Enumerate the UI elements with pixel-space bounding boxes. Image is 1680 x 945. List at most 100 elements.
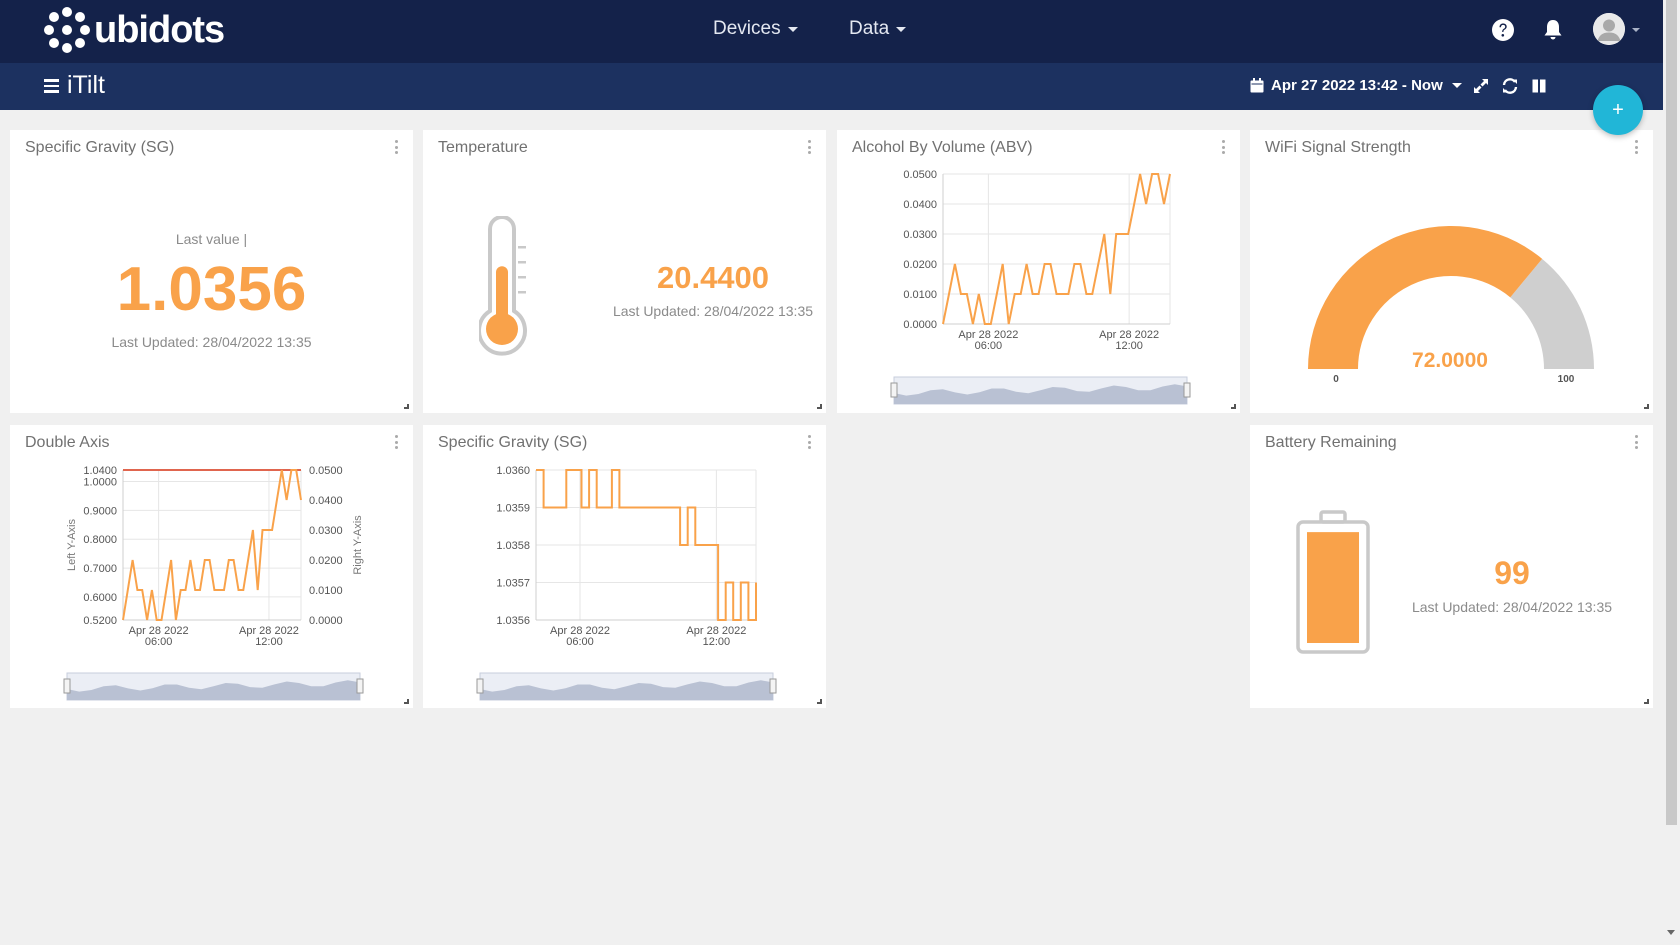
date-range-picker[interactable]: Apr 27 2022 13:42 - Now: [1250, 77, 1462, 94]
y-tick-label: 0.0300: [903, 229, 937, 241]
last-updated-text: Last Updated: 28/04/2022 13:35: [612, 303, 814, 319]
y-tick-label: 0.5200: [83, 615, 117, 627]
navigator-series: [894, 384, 1187, 404]
abv-line-chart[interactable]: 0.0500 0.0400 0.0300 0.0200 0.0100 0.0000 Apr …: [837, 130, 1240, 413]
chevron-down-icon: [896, 26, 907, 32]
widget-menu-icon[interactable]: [1222, 140, 1226, 156]
y-tick-label: 0.7000: [83, 563, 117, 575]
bell-icon[interactable]: [1540, 17, 1566, 43]
y-tick-label: 1.0358: [496, 540, 530, 552]
dashboard-title[interactable]: iTilt: [67, 71, 105, 99]
gauge-value: 72.0000: [1412, 349, 1488, 372]
user-icon: [1593, 13, 1625, 45]
add-widget-button[interactable]: +: [1593, 85, 1643, 135]
navigator-right-handle: [1183, 382, 1191, 398]
wifi-gauge: 72.0000 0 100: [1308, 226, 1594, 385]
user-avatar[interactable]: [1593, 13, 1625, 45]
widget-menu-icon[interactable]: [808, 435, 812, 451]
ubidots-logo[interactable]: ubidots: [44, 7, 225, 53]
nav-data[interactable]: Data: [849, 18, 907, 40]
user-menu-chevron-icon[interactable]: [1632, 28, 1640, 32]
widget-battery: Battery Remaining 99 Last Updated: 28/04…: [1250, 425, 1653, 708]
widget-double-axis: Double Axis 1.0400 1.0000 0.9000 0.8000 0.70…: [10, 425, 413, 708]
menu-icon[interactable]: [44, 79, 59, 93]
last-updated-text: Last Updated: 28/04/2022 13:35: [1411, 599, 1613, 615]
y-tick-label: 0.6000: [83, 592, 117, 604]
y-tick-label: 0.8000: [83, 534, 117, 546]
navigator-right-handle: [356, 678, 364, 694]
y2-axis-title: Right Y-Axis: [352, 515, 364, 575]
y-axis-title: Left Y-Axis: [66, 519, 78, 571]
y-tick-label: 0.0100: [903, 289, 937, 301]
help-icon[interactable]: [1490, 17, 1516, 43]
widget-title: WiFi Signal Strength: [1265, 139, 1411, 156]
gauge-min-label: 0: [1333, 374, 1339, 385]
dashboard-toolbar: iTilt Apr 27 2022 13:42 - Now: [0, 63, 1663, 110]
nav-devices-label: Devices: [713, 18, 781, 39]
chevron-down-icon: [787, 26, 798, 32]
x-tick-label: Apr 28 2022: [958, 329, 1018, 341]
gauge-remaining-arc: [1510, 258, 1594, 369]
widget-menu-icon[interactable]: [1635, 140, 1639, 156]
nav-devices[interactable]: Devices: [713, 18, 798, 40]
widget-menu-icon[interactable]: [395, 435, 399, 451]
chevron-down-icon: [1451, 83, 1462, 88]
resize-handle[interactable]: [404, 699, 409, 704]
y2-tick-label: 0.0200: [309, 555, 343, 567]
x-tick-label: Apr 28 2022: [1099, 329, 1159, 341]
resize-handle[interactable]: [1644, 699, 1649, 704]
battery-value: 99: [1494, 555, 1530, 591]
series-line: [942, 173, 1171, 325]
brand-name: ubidots: [94, 9, 225, 51]
columns-icon[interactable]: [1530, 77, 1548, 95]
x-tick-label: Apr 28 2022: [686, 625, 746, 637]
navigator-left-handle: [63, 678, 71, 694]
y-tick-label: 1.0356: [496, 615, 530, 627]
resize-handle[interactable]: [1231, 404, 1236, 409]
widget-menu-icon[interactable]: [395, 140, 399, 156]
series-line: [536, 469, 757, 621]
calendar-icon: [1250, 78, 1264, 93]
date-range-label: Apr 27 2022 13:42 - Now: [1271, 77, 1443, 94]
resize-handle[interactable]: [817, 699, 822, 704]
x-tick-label: 06:00: [975, 340, 1003, 352]
y-tick-label: 1.0357: [496, 578, 530, 590]
y-tick-label: 0.0500: [903, 169, 937, 181]
x-tick-label: 12:00: [255, 636, 283, 648]
widget-temperature: Temperature 20.4400 Last Updated: 28/04/…: [423, 130, 826, 413]
expand-icon[interactable]: [1472, 77, 1490, 95]
x-tick-label: Apr 28 2022: [129, 625, 189, 637]
sg-step-chart[interactable]: 1.0360 1.0359 1.0358 1.0357 1.0356 Apr 28 202…: [423, 425, 826, 708]
x-tick-label: 12:00: [1115, 340, 1143, 352]
y-tick-label: 1.0000: [83, 477, 117, 489]
widget-wifi-signal: WiFi Signal Strength 72.0000 0 100: [1250, 130, 1653, 413]
battery-fill: [1307, 532, 1359, 643]
y-tick-label: 0.0200: [903, 259, 937, 271]
resize-handle[interactable]: [817, 404, 822, 409]
y2-tick-label: 0.0000: [309, 615, 343, 627]
widget-menu-icon[interactable]: [1635, 435, 1639, 451]
widget-title: Specific Gravity (SG): [25, 139, 175, 156]
x-tick-label: 12:00: [703, 636, 731, 648]
scrollbar-thumb[interactable]: [1666, 0, 1677, 825]
navigator-left-handle: [890, 382, 898, 398]
widget-abv-chart: Alcohol By Volume (ABV) 0.0500 0.0400 0.03…: [837, 130, 1240, 413]
y-tick-label: 0.0000: [903, 319, 937, 331]
widget-title: Alcohol By Volume (ABV): [852, 139, 1033, 156]
widget-title: Double Axis: [25, 434, 110, 451]
scroll-down-icon[interactable]: [1667, 930, 1675, 935]
nav-data-label: Data: [849, 18, 890, 39]
refresh-icon[interactable]: [1501, 77, 1519, 95]
x-tick-label: 06:00: [145, 636, 173, 648]
gauge-value-arc: [1308, 226, 1543, 369]
y2-tick-label: 0.0300: [309, 525, 343, 537]
gauge-max-label: 100: [1558, 374, 1575, 385]
widget-title: Specific Gravity (SG): [438, 434, 588, 451]
widget-menu-icon[interactable]: [808, 140, 812, 156]
x-tick-label: Apr 28 2022: [239, 625, 299, 637]
series-line: [122, 469, 302, 621]
y-tick-label: 0.0400: [903, 199, 937, 211]
resize-handle[interactable]: [404, 404, 409, 409]
resize-handle[interactable]: [1644, 404, 1649, 409]
